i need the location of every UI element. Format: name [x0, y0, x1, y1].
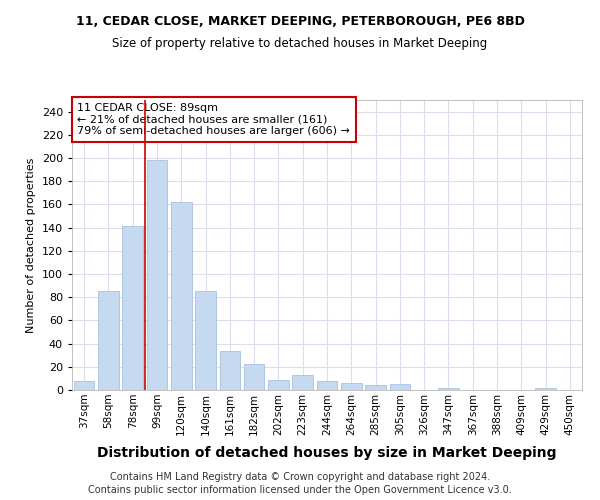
- Bar: [171, 202, 191, 390]
- Bar: [389, 384, 410, 390]
- Bar: [244, 364, 265, 390]
- Text: 11 CEDAR CLOSE: 89sqm
← 21% of detached houses are smaller (161)
79% of semi-det: 11 CEDAR CLOSE: 89sqm ← 21% of detached …: [77, 103, 350, 136]
- Y-axis label: Number of detached properties: Number of detached properties: [26, 158, 36, 332]
- Bar: [365, 386, 386, 390]
- Text: Contains public sector information licensed under the Open Government Licence v3: Contains public sector information licen…: [88, 485, 512, 495]
- Text: Size of property relative to detached houses in Market Deeping: Size of property relative to detached ho…: [112, 38, 488, 51]
- Bar: [535, 388, 556, 390]
- Bar: [220, 350, 240, 390]
- Bar: [74, 380, 94, 390]
- Bar: [98, 292, 119, 390]
- Bar: [195, 292, 216, 390]
- Text: 11, CEDAR CLOSE, MARKET DEEPING, PETERBOROUGH, PE6 8BD: 11, CEDAR CLOSE, MARKET DEEPING, PETERBO…: [76, 15, 524, 28]
- X-axis label: Distribution of detached houses by size in Market Deeping: Distribution of detached houses by size …: [97, 446, 557, 460]
- Bar: [292, 375, 313, 390]
- Bar: [341, 383, 362, 390]
- Bar: [122, 226, 143, 390]
- Bar: [146, 160, 167, 390]
- Bar: [317, 380, 337, 390]
- Bar: [268, 380, 289, 390]
- Bar: [438, 388, 459, 390]
- Text: Contains HM Land Registry data © Crown copyright and database right 2024.: Contains HM Land Registry data © Crown c…: [110, 472, 490, 482]
